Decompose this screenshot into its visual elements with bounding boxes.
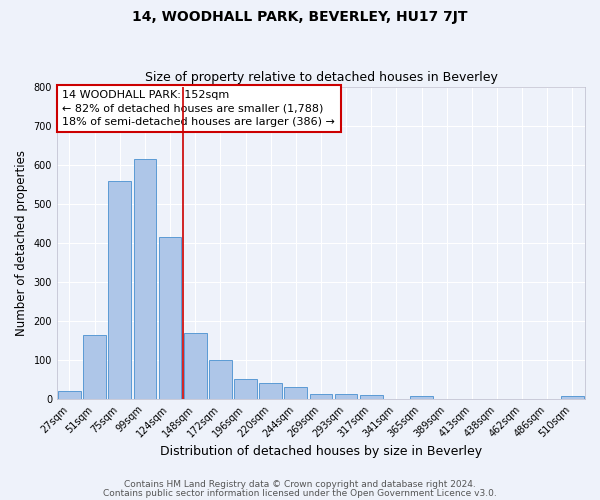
Bar [109,180,131,399]
Bar [410,396,433,399]
Text: 14 WOODHALL PARK: 152sqm
← 82% of detached houses are smaller (1,788)
18% of sem: 14 WOODHALL PARK: 152sqm ← 82% of detach… [62,90,335,126]
Bar [159,238,181,399]
Text: Contains HM Land Registry data © Crown copyright and database right 2024.: Contains HM Land Registry data © Crown c… [124,480,476,489]
Y-axis label: Number of detached properties: Number of detached properties [15,150,28,336]
Bar [360,396,383,399]
Bar [310,394,332,399]
X-axis label: Distribution of detached houses by size in Beverley: Distribution of detached houses by size … [160,444,482,458]
Bar [134,159,156,399]
Bar [284,386,307,399]
Bar [234,379,257,399]
Bar [561,396,584,399]
Bar [335,394,358,399]
Bar [259,383,282,399]
Bar [58,392,81,399]
Text: Contains public sector information licensed under the Open Government Licence v3: Contains public sector information licen… [103,488,497,498]
Bar [184,333,206,399]
Bar [209,360,232,399]
Title: Size of property relative to detached houses in Beverley: Size of property relative to detached ho… [145,72,497,85]
Bar [83,335,106,399]
Text: 14, WOODHALL PARK, BEVERLEY, HU17 7JT: 14, WOODHALL PARK, BEVERLEY, HU17 7JT [132,10,468,24]
